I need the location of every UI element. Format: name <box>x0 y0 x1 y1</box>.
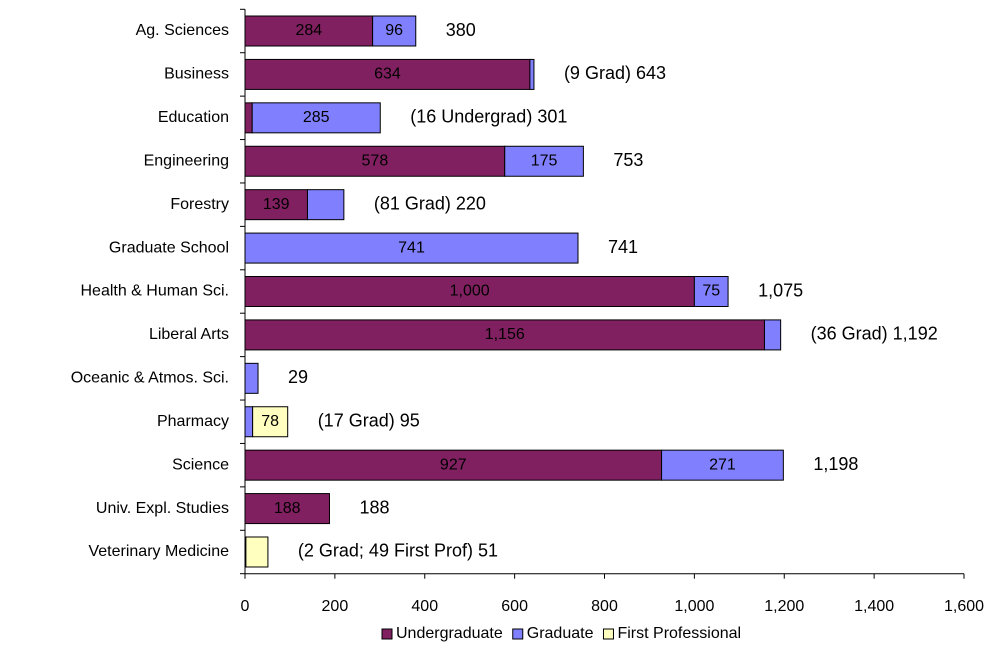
bar-segment <box>244 449 663 481</box>
bar-label: 175 <box>531 152 558 169</box>
y-tick-label: Education <box>158 109 229 126</box>
bar-segment <box>244 189 308 221</box>
y-tick-label: Engineering <box>144 152 229 169</box>
bar-label: 75 <box>702 283 720 300</box>
bar-label: 578 <box>362 152 389 169</box>
bar-segment <box>244 493 330 525</box>
total-annotation: 1,198 <box>813 454 858 474</box>
y-tick-label: Health & Human Sci. <box>80 283 229 300</box>
legend-label: Graduate <box>527 625 594 642</box>
x-tick-label: 1,200 <box>764 598 804 615</box>
x-tick-label: 600 <box>501 598 528 615</box>
bar-label: 634 <box>374 66 401 83</box>
y-tick-label: Ag. Sciences <box>136 22 229 39</box>
y-tick-label: Pharmacy <box>157 413 229 430</box>
y-tick-label: Oceanic & Atmos. Sci. <box>71 370 229 387</box>
bar-segment <box>372 15 417 47</box>
total-annotation: (81 Grad) 220 <box>374 193 486 213</box>
bar-segment <box>244 362 259 394</box>
total-annotation: (9 Grad) 643 <box>564 63 666 83</box>
legend-swatch <box>381 628 393 640</box>
bar-label: 284 <box>295 22 322 39</box>
bar-label: 285 <box>303 109 330 126</box>
x-tick-label: 800 <box>591 598 618 615</box>
bar-segment <box>529 58 535 90</box>
bar-label: 271 <box>709 456 736 473</box>
x-tick-label: 200 <box>322 598 349 615</box>
bar-segment <box>244 58 531 90</box>
bar-segment <box>244 406 254 438</box>
y-tick-label: Science <box>172 456 229 473</box>
legend-label: Undergraduate <box>396 625 503 642</box>
bar-segment <box>244 276 695 307</box>
total-annotation: (2 Grad; 49 First Prof) 51 <box>298 541 498 561</box>
bar-segment <box>251 102 381 134</box>
y-tick-label: Univ. Expl. Studies <box>96 500 229 517</box>
bar-label: 1,156 <box>485 326 525 343</box>
legend-label: First Professional <box>617 625 741 642</box>
total-annotation: 741 <box>608 237 638 257</box>
bar-segment <box>504 145 584 177</box>
bar-segment <box>244 319 765 351</box>
total-annotation: 29 <box>288 367 308 387</box>
legend-swatch <box>512 628 524 640</box>
y-tick-label: Forestry <box>170 196 229 213</box>
bar-label: 139 <box>263 196 290 213</box>
bar-label: 927 <box>440 456 467 473</box>
total-annotation: 753 <box>613 150 643 170</box>
y-tick-label: Graduate School <box>109 239 229 256</box>
bar-label: 78 <box>261 413 279 430</box>
bar-segment <box>245 536 269 568</box>
bar-segment <box>763 319 782 351</box>
x-tick-label: 1,600 <box>944 598 984 615</box>
total-annotation: (36 Grad) 1,192 <box>811 324 938 344</box>
total-annotation: (16 Undergrad) 301 <box>410 107 567 127</box>
bar-segment <box>244 102 253 134</box>
bar-segment <box>244 232 579 264</box>
y-tick-label: Business <box>164 66 229 83</box>
x-tick-label: 0 <box>241 598 250 615</box>
bar-label: 96 <box>385 22 403 39</box>
bar-label: 1,000 <box>450 283 490 300</box>
bar-segment <box>661 449 784 481</box>
total-annotation: 380 <box>446 20 476 40</box>
y-tick-label: Liberal Arts <box>149 326 229 343</box>
bar-label: 741 <box>398 239 425 256</box>
y-tick-label: Veterinary Medicine <box>88 543 229 560</box>
total-annotation: 188 <box>359 497 389 517</box>
legend-swatch <box>602 628 614 640</box>
x-tick-label: 1,000 <box>674 598 714 615</box>
bar-label: 188 <box>274 500 301 517</box>
bar-segment <box>252 406 289 438</box>
bar-segment <box>306 189 345 221</box>
x-tick-label: 400 <box>411 598 438 615</box>
bar-segment <box>693 276 729 307</box>
total-annotation: (17 Grad) 95 <box>318 410 420 430</box>
x-tick-label: 1,400 <box>854 598 894 615</box>
total-annotation: 1,075 <box>758 280 803 300</box>
bar-segment <box>244 15 374 47</box>
